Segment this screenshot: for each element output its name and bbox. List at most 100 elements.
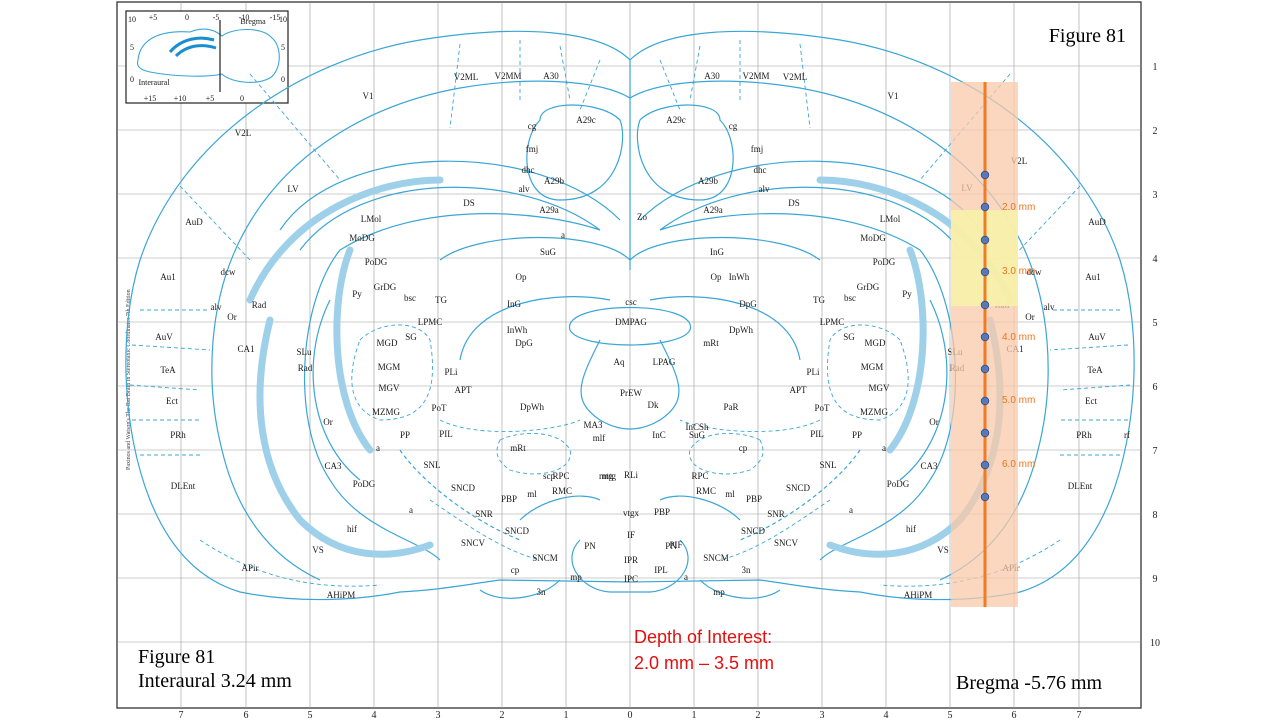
region-label-left: PIL: [439, 429, 453, 439]
region-label-right: A29c: [666, 115, 686, 125]
region-label-left: a: [561, 230, 565, 240]
region-label-right: SNCD: [741, 526, 766, 536]
region-label-left: VS: [312, 545, 324, 555]
region-label-left: IPL: [654, 565, 668, 575]
depth-marker-label: 4.0 mm: [1002, 332, 1035, 343]
region-label-right: RPC: [691, 471, 708, 481]
region-label-right: mp: [713, 587, 725, 597]
region-label-right: TeA: [1087, 365, 1103, 375]
electrode-sites: [980, 170, 990, 502]
region-label-right: PRh: [1076, 430, 1092, 440]
region-label-left: A29b: [544, 176, 564, 186]
inset-interaural-label: Interaural: [138, 78, 170, 87]
region-label-right: RMC: [696, 486, 716, 496]
electrode-site: [980, 202, 990, 212]
region-label-left: PRh: [170, 430, 186, 440]
region-label-right: PaR: [723, 402, 738, 412]
region-label-right: PIL: [810, 429, 824, 439]
region-label-left: ml: [527, 489, 537, 499]
region-label-left: V1: [363, 91, 374, 101]
inset-bottom-tick: +15: [144, 94, 157, 103]
bottom-axis-tick: 7: [179, 710, 184, 720]
region-labels: V1 V2ML V2MM A30 A29c cg fmj dhc alv A29b A29a DS LV…: [155, 71, 1130, 600]
region-label-right: a: [684, 572, 688, 582]
region-label-left: bsc: [404, 293, 416, 303]
region-label-left: PN: [584, 541, 596, 551]
inset-top-tick: -5: [213, 13, 220, 22]
inset-right-tick: 5: [281, 43, 285, 52]
region-label-left: mp: [570, 572, 582, 582]
electrode-site: [980, 267, 990, 277]
bottom-axis-tick: 5: [948, 710, 953, 720]
inset-top-tick: -10: [239, 13, 250, 22]
bottom-axis-tick: 5: [308, 710, 313, 720]
region-label-right: APT: [789, 385, 807, 395]
bottom-axis-tick: 1: [564, 710, 569, 720]
region-label-left: Au1: [160, 272, 176, 282]
region-label-left: SuG: [540, 247, 557, 257]
region-label-left: DpG: [515, 338, 533, 348]
right-axis-tick: 1: [1153, 62, 1158, 73]
region-label-left: SNR: [475, 509, 493, 519]
depth-marker-label: 2.0 mm: [1002, 202, 1035, 213]
region-label-left: LPMC: [418, 317, 443, 327]
region-label-right: V1: [888, 91, 899, 101]
region-label-right: A30: [704, 71, 720, 81]
region-label-midline: Dk: [648, 400, 659, 410]
region-label-right: V2ML: [783, 72, 808, 82]
bottom-axis-tick: 6: [244, 710, 249, 720]
region-label-left: PLi: [444, 367, 458, 377]
region-label-left: DLEnt: [171, 481, 196, 491]
region-label-right: DpG: [739, 299, 757, 309]
bottom-axis: 7 6 5 4 3 2 1 0 1 2 3 4 5 6 7: [179, 710, 1082, 720]
right-axis: 1 2 3 4 5 6 7 8 9 10: [1150, 62, 1160, 649]
region-label-left: MGV: [378, 383, 400, 393]
region-label-midline: PBP: [654, 507, 670, 517]
electrode-site: [980, 396, 990, 406]
region-label-right: Or: [929, 417, 939, 427]
region-label-left: IF: [627, 530, 635, 540]
region-label-right: DLEnt: [1068, 481, 1093, 491]
region-label-left: SNL: [423, 460, 440, 470]
region-label-left: LV: [287, 184, 299, 194]
region-label-midline: Aq: [614, 357, 625, 367]
region-label-right: PN: [665, 541, 677, 551]
region-label-left: mRt: [510, 443, 526, 453]
region-label-left: V2L: [235, 128, 252, 138]
right-axis-tick: 3: [1153, 190, 1158, 201]
inset-top-ticks: +5 0 -5 -10 -15: [149, 13, 281, 22]
bottom-axis-tick: 7: [1077, 710, 1082, 720]
right-axis-tick: 8: [1153, 510, 1158, 521]
region-label-right: V2MM: [742, 71, 769, 81]
bottom-axis-tick: 4: [372, 710, 377, 720]
inset-left-tick: 5: [130, 43, 134, 52]
region-label-right: 3n: [742, 565, 752, 575]
electrode-site: [980, 460, 990, 470]
region-label-left: SNCV: [461, 538, 486, 548]
region-label-left: SNCD: [505, 526, 530, 536]
region-label-right: MGV: [868, 383, 890, 393]
bottom-axis-tick: 6: [1012, 710, 1017, 720]
electrode-site: [980, 332, 990, 342]
region-label-left: InG: [507, 299, 521, 309]
region-label-right: AuD: [1088, 217, 1106, 227]
region-label-left: CA1: [237, 344, 254, 354]
region-label-left: PBP: [501, 494, 517, 504]
region-label-right: DS: [788, 198, 800, 208]
source-credit: Paxinos and Watson's The Rat Brain in St…: [126, 289, 132, 470]
inset-right-tick: 0: [281, 75, 285, 84]
bottom-axis-tick: 2: [500, 710, 505, 720]
region-label-left: SG: [405, 332, 417, 342]
depth-marker-label: 6.0 mm: [1002, 459, 1035, 470]
region-label-left: MGM: [378, 362, 401, 372]
coordinate-grid: [117, 2, 1141, 708]
region-label-right: V2L: [1011, 156, 1028, 166]
inset-bottom-tick: 0: [240, 94, 244, 103]
electrode-site: [980, 364, 990, 374]
region-label-right: InG: [710, 247, 724, 257]
region-label-left: Or: [227, 312, 237, 322]
electrode-site: [980, 428, 990, 438]
region-label-right: dhc: [754, 165, 767, 175]
region-label-left: AuD: [185, 217, 203, 227]
